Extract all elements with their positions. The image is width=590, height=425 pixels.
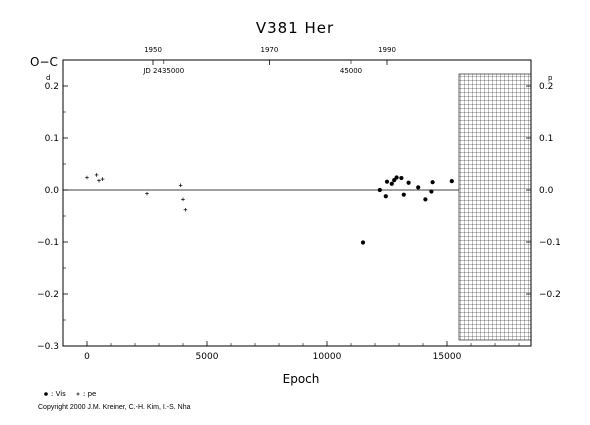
y-tick-label-right: 0.0 [539, 186, 554, 196]
copyright-notice: Copyright 2000 J.M. Kreiner, C.-H. Kim, … [38, 404, 191, 411]
vis-data-point [181, 197, 185, 202]
x-tick-label: 5000 [196, 352, 219, 362]
legend-label: : pe [83, 390, 96, 398]
pe-data-point [416, 185, 421, 190]
vis-data-point [97, 178, 101, 183]
legend-marker-dot [44, 392, 48, 396]
pe-data-point [430, 180, 435, 185]
y-tick-label-left: −0.1 [37, 238, 59, 248]
vis-data-point [100, 177, 105, 181]
vis-data-point [94, 173, 99, 177]
y-tick-label-left: −0.3 [37, 342, 59, 352]
legend-label: : Vis [51, 390, 66, 398]
pe-data-point [384, 179, 390, 184]
y-unit-superscript-right: p [548, 74, 553, 82]
y-tick-label-right: −0.2 [539, 290, 561, 300]
legend-entry: : pe [76, 390, 96, 398]
y-tick-label-left: 0.1 [45, 134, 59, 144]
pe-data-point [394, 175, 399, 180]
pe-data-point [449, 179, 454, 184]
x-tick-label: 10000 [313, 352, 342, 362]
vis-data-point [183, 207, 188, 212]
future-hatch-region [458, 73, 532, 341]
pe-data-point [406, 180, 411, 185]
pe-data-point [401, 192, 406, 197]
pe-data-point [389, 181, 394, 186]
pe-data-point [383, 194, 388, 199]
y-tick-label-left: −0.2 [37, 290, 59, 300]
pe-data-point [377, 187, 382, 193]
jd-tick-label: 45000 [340, 67, 362, 75]
pe-data-point [399, 175, 404, 181]
vis-data-point [85, 175, 89, 180]
pe-data-point [423, 197, 428, 202]
vis-data-point [178, 183, 183, 188]
legend-entry: : Vis [44, 390, 66, 398]
pe-data-point [429, 189, 434, 194]
y-axis-label: O−C [30, 55, 58, 69]
y-tick-label-left: 0.2 [45, 82, 59, 92]
year-tick-label: 1970 [260, 46, 278, 54]
vis-data-point [145, 191, 149, 196]
y-tick-label-right: 0.1 [539, 134, 553, 144]
year-tick-label: 1990 [378, 46, 396, 54]
jd-tick-label: JD 2435000 [142, 67, 184, 75]
pe-data-point [360, 240, 366, 245]
year-tick-label: 1950 [144, 46, 162, 54]
y-tick-label-right: 0.2 [539, 82, 553, 92]
chart-title: V381 Her [256, 19, 334, 37]
y-tick-label-left: 0.0 [45, 186, 60, 196]
x-axis-label: Epoch [283, 372, 320, 386]
x-tick-label: 15000 [433, 352, 462, 362]
y-tick-label-right: −0.1 [539, 238, 561, 248]
x-tick-label: 0 [84, 352, 90, 362]
y-unit-superscript-left: d [46, 74, 50, 82]
